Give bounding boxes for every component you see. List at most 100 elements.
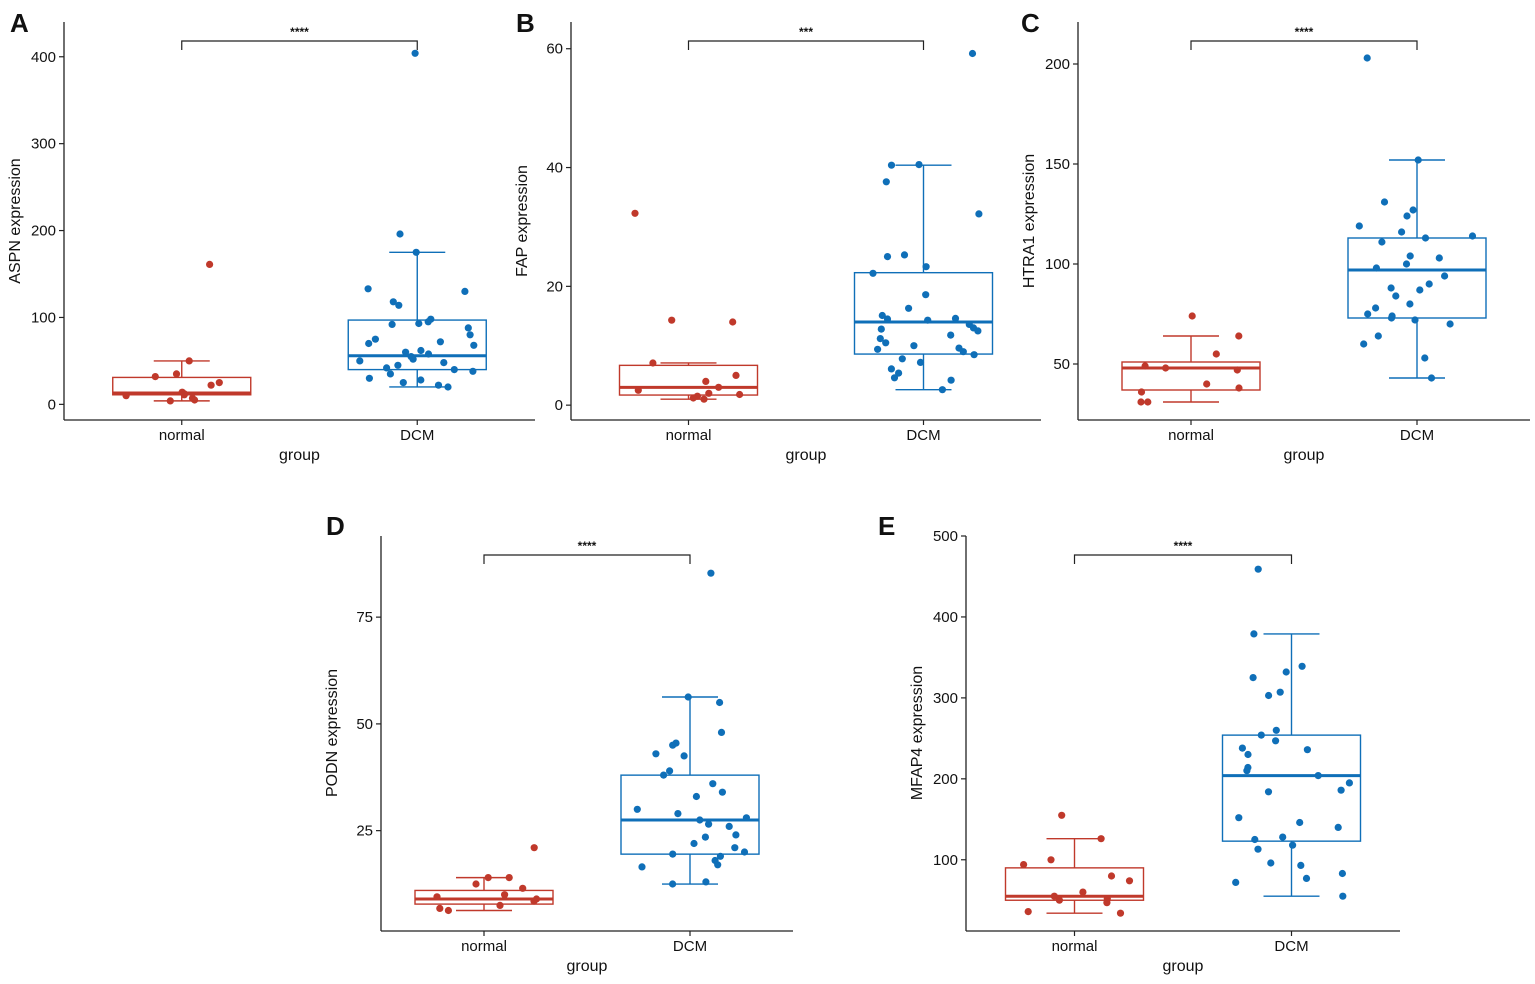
box-normal [1121,312,1261,406]
x-tick-label-dcm: DCM [1400,427,1434,444]
data-point [1212,350,1220,358]
data-point [692,792,701,801]
data-point [701,833,710,841]
data-point [470,341,478,349]
significance-bracket [181,40,418,50]
significance-bracket [1190,40,1418,50]
panel-letter: B [516,8,535,38]
data-point [716,698,724,707]
x-tick-label-dcm: DCM [906,427,940,444]
y-tick-label: 100 [31,309,56,326]
data-point [1314,772,1322,780]
data-point [1411,316,1419,324]
data-point [166,397,174,405]
data-point [1363,54,1371,62]
y-tick-label: 100 [933,852,958,869]
data-point [1468,232,1477,240]
data-point [365,374,373,382]
data-point [1338,869,1346,878]
data-point [1235,814,1243,822]
data-point [1339,892,1347,900]
y-tick-label: 500 [933,528,958,545]
data-point [1289,841,1297,849]
data-point [356,357,364,365]
data-point [1334,823,1342,832]
data-point [975,210,983,218]
data-point [191,396,199,404]
data-point [151,373,159,381]
data-point [1243,767,1251,775]
data-point [530,897,538,905]
data-point [638,863,646,871]
panel-e: E 100 200 300 400 500 normal DCM group MFAP4 expr… [878,511,1400,975]
panel-letter: A [10,8,29,38]
data-point [1265,691,1273,700]
data-point [505,874,513,882]
data-point [652,750,660,758]
data-point [882,339,890,347]
x-tick-label-normal: normal [1052,938,1098,955]
data-point [666,767,674,775]
data-point [433,893,441,901]
data-point [1244,750,1252,759]
data-point [1406,300,1414,308]
data-point [1116,909,1125,917]
data-point [910,342,918,350]
data-point [731,844,739,852]
data-point [874,345,882,353]
data-point [669,850,677,858]
box-dcm [620,569,760,888]
significance-bracket [1073,554,1293,564]
data-point [916,358,925,366]
y-tick-label: 60 [546,41,563,58]
significance-label: **** [1295,25,1314,39]
data-point [436,338,444,346]
box-dcm [1347,54,1487,382]
panel-d: D 25 50 75 normal DCM group PODN expression **** [324,511,793,975]
data-point [1254,565,1262,573]
data-point [501,891,509,899]
data-point [1387,284,1395,292]
data-point [1427,374,1436,382]
data-point [1107,872,1116,880]
data-point [1249,674,1257,682]
x-tick-label-normal: normal [461,938,507,955]
data-point [878,311,886,320]
data-point [922,291,930,299]
data-point [1203,380,1211,388]
panel-b: B 0 20 40 60 normal DCM group FAP expression *** [514,8,1041,464]
iqr-box [620,774,760,855]
data-point [388,320,396,328]
y-tick-label: 200 [933,771,958,788]
data-point [631,209,639,217]
data-point [1020,861,1028,869]
data-point [887,365,896,373]
data-point [1302,874,1311,883]
data-point [461,287,469,295]
y-tick-label: 150 [1045,156,1070,173]
data-point [496,901,504,910]
significance-label: **** [578,539,597,553]
y-tick-label: 0 [48,396,56,413]
data-point [705,820,713,828]
data-point [1251,835,1259,844]
data-point [417,376,425,384]
data-point [959,348,967,356]
data-point [974,327,982,335]
significance-bracket [483,554,691,564]
data-point [1374,332,1382,340]
data-point [466,331,474,339]
data-point [938,386,947,394]
panel-c: C 50 100 150 200 normal DCM group HTRA1 expressi… [1021,8,1530,464]
data-point [702,878,710,886]
data-point [1282,668,1290,676]
data-point [725,822,733,831]
data-point [1380,198,1389,206]
data-point [1297,861,1305,870]
x-axis-title: group [1284,447,1325,464]
data-point [1257,731,1265,739]
data-point [674,810,682,818]
data-point [1345,779,1353,787]
box-dcm [853,49,994,394]
